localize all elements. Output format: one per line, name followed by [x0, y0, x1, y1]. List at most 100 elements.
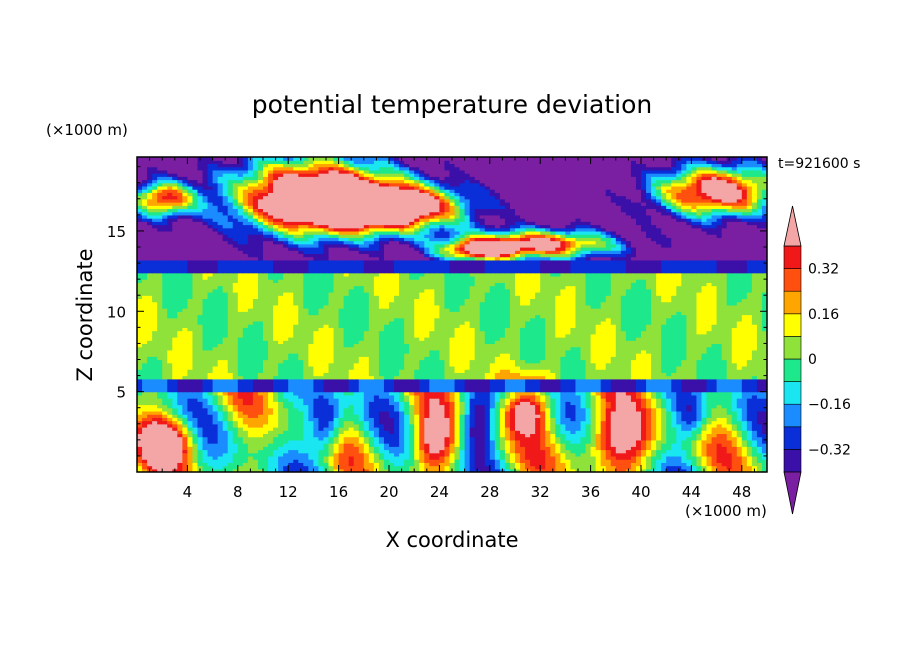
- field-cell: [157, 430, 163, 435]
- field-cell: [328, 378, 335, 383]
- field-cell: [756, 468, 763, 472]
- field-cell: [293, 382, 299, 386]
- field-cell: [615, 449, 622, 454]
- field-cell: [711, 459, 718, 463]
- field-cell: [530, 430, 536, 435]
- field-cell: [711, 404, 718, 409]
- field-cell: [383, 349, 390, 354]
- field-cell: [298, 385, 304, 390]
- field-cell: [661, 430, 667, 435]
- field-cell: [535, 385, 541, 390]
- field-cell: [499, 436, 506, 441]
- field-cell: [222, 430, 229, 435]
- field-cell: [222, 391, 229, 396]
- field-cell: [600, 423, 607, 428]
- field-cell: [409, 452, 415, 457]
- field-cell: [756, 353, 763, 357]
- field-cell: [394, 359, 400, 364]
- field-cell: [212, 468, 219, 472]
- field-cell: [389, 365, 395, 370]
- field-cell: [484, 359, 491, 364]
- field-cell: [555, 365, 561, 370]
- field-cell: [535, 375, 541, 380]
- field-cell: [469, 455, 476, 460]
- field-cell: [263, 420, 269, 425]
- field-cell: [489, 391, 496, 396]
- field-cell: [661, 407, 667, 412]
- field-cell: [227, 382, 234, 386]
- field-cell: [177, 378, 183, 383]
- field-cell: [348, 452, 355, 457]
- field-cell: [721, 468, 728, 472]
- field-cell: [368, 468, 375, 472]
- field-cell: [530, 417, 536, 422]
- field-cell: [656, 414, 662, 418]
- field-cell: [565, 427, 572, 431]
- field-cell: [701, 343, 708, 348]
- field-cell: [716, 439, 723, 444]
- field-cell: [358, 401, 365, 406]
- field-cell: [580, 394, 587, 399]
- field-cell: [746, 433, 753, 438]
- field-cell: [479, 391, 486, 396]
- field-cell: [565, 465, 572, 470]
- field-cell: [353, 385, 360, 390]
- field-cell: [641, 394, 647, 399]
- field-cell: [676, 465, 682, 470]
- field-cell: [661, 452, 667, 457]
- field-cell: [378, 375, 385, 380]
- field-cell: [298, 410, 304, 415]
- field-cell: [590, 349, 597, 354]
- field-cell: [152, 385, 158, 390]
- field-cell: [308, 343, 314, 348]
- field-cell: [701, 462, 708, 467]
- field-cell: [525, 369, 531, 373]
- field-cell: [434, 346, 440, 351]
- field-cell: [726, 394, 733, 399]
- field-cell: [167, 436, 173, 441]
- field-cell: [605, 423, 612, 428]
- field-cell: [666, 452, 672, 457]
- field-cell: [530, 343, 536, 348]
- field-cell: [439, 459, 446, 463]
- field-cell: [575, 407, 582, 412]
- field-cell: [293, 465, 299, 470]
- field-cell: [646, 356, 652, 361]
- field-cell: [504, 452, 511, 457]
- field-cell: [363, 433, 370, 438]
- field-cell: [434, 378, 440, 383]
- field-cell: [152, 401, 158, 406]
- field-cell: [570, 372, 577, 377]
- field-cell: [162, 407, 168, 412]
- field-cell: [177, 349, 183, 354]
- field-cell: [252, 455, 259, 460]
- field-cell: [726, 343, 733, 348]
- field-cell: [152, 452, 158, 457]
- field-cell: [358, 394, 365, 399]
- field-cell: [308, 414, 314, 418]
- field-cell: [706, 407, 713, 412]
- field-cell: [726, 375, 733, 380]
- field-cell: [494, 365, 501, 370]
- field-cell: [681, 433, 687, 438]
- field-cell: [585, 433, 592, 438]
- field-cell: [696, 430, 703, 435]
- field-cell: [429, 382, 435, 386]
- field-cell: [671, 388, 677, 393]
- field-cell: [550, 353, 556, 357]
- field-cell: [343, 398, 350, 402]
- field-cell: [399, 375, 405, 380]
- field-cell: [459, 430, 466, 435]
- field-cell: [479, 449, 486, 454]
- field-cell: [404, 369, 410, 373]
- field-cell: [318, 398, 325, 402]
- field-cell: [479, 423, 486, 428]
- field-cell: [504, 439, 511, 444]
- field-cell: [283, 427, 289, 431]
- field-cell: [686, 459, 692, 463]
- field-cell: [333, 359, 340, 364]
- field-cell: [691, 375, 698, 380]
- field-cell: [383, 462, 390, 467]
- field-cell: [348, 420, 355, 425]
- field-cell: [716, 423, 723, 428]
